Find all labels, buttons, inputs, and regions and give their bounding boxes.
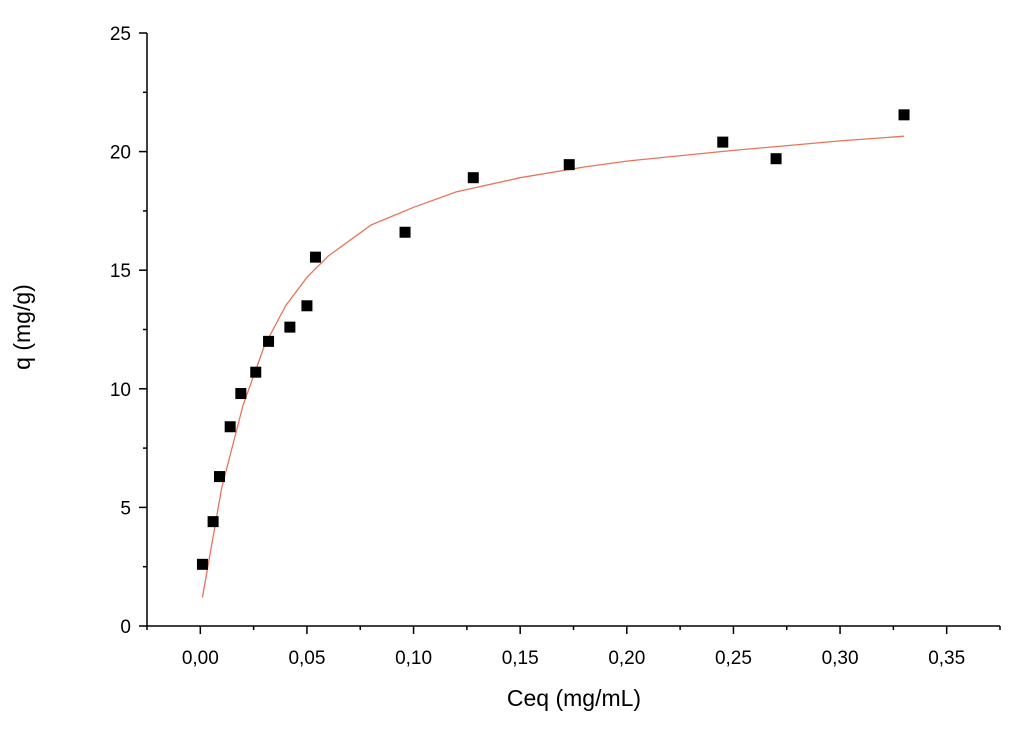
data-point: [284, 321, 296, 333]
y-axis-title: q (mg/g): [9, 284, 35, 370]
y-tick-label: 20: [110, 143, 131, 164]
data-point: [563, 159, 575, 171]
x-axis-title: Ceq (mg/mL): [507, 685, 641, 711]
data-points-layer: [196, 109, 910, 570]
data-point: [717, 136, 729, 148]
x-tick-label: 0,15: [502, 648, 539, 669]
data-point: [250, 366, 262, 378]
x-tick-label: 0,00: [182, 648, 219, 669]
data-point: [399, 226, 411, 238]
x-tick-label: 0,05: [288, 648, 325, 669]
fit-curve-layer: [201, 135, 905, 598]
y-tick-label: 0: [120, 617, 131, 638]
axes: 0 5 10 15 20 25 0,00 0,05 0,10 0,15 0,20 0,25 0,30 0,…: [110, 24, 1001, 669]
data-point: [196, 558, 208, 570]
data-point: [224, 421, 236, 433]
data-point: [898, 109, 910, 121]
x-tick-label: 0,35: [928, 648, 965, 669]
data-point: [263, 335, 275, 347]
x-tick-label: 0,25: [715, 648, 752, 669]
x-tick-label: 0,10: [395, 648, 432, 669]
data-point: [301, 300, 313, 312]
x-tick-label: 0,20: [608, 648, 645, 669]
y-tick-label: 15: [110, 261, 131, 282]
data-point: [207, 516, 219, 528]
fit-curve: [201, 135, 905, 598]
y-tick-label: 5: [120, 498, 131, 519]
data-point: [309, 251, 321, 263]
x-tick-label: 0,30: [822, 648, 859, 669]
data-point: [770, 153, 782, 165]
data-point: [214, 471, 226, 483]
data-point: [467, 172, 479, 184]
y-tick-label: 25: [110, 24, 131, 45]
data-point: [235, 388, 247, 400]
y-tick-label: 10: [110, 380, 131, 401]
